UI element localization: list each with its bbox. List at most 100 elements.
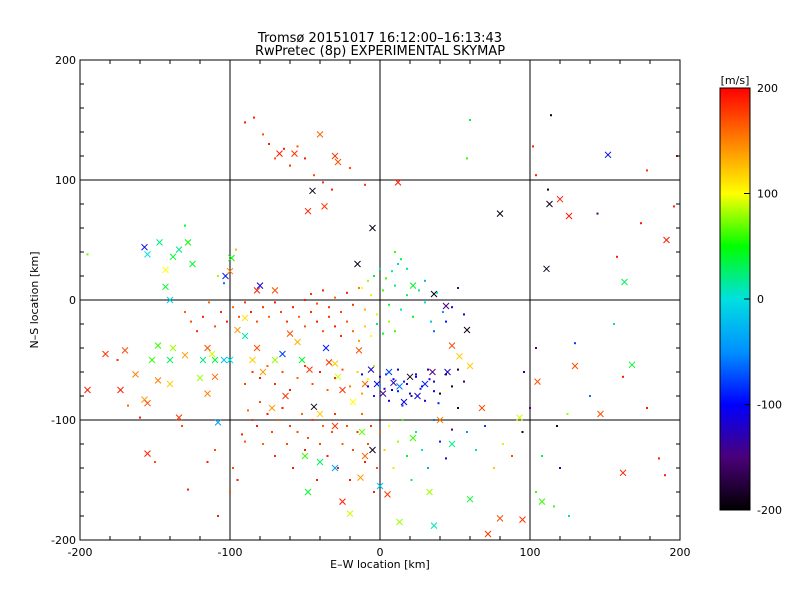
data-point-dot [428, 378, 431, 381]
data-point-x [456, 353, 463, 360]
data-point-x [271, 356, 279, 364]
data-point-dot [331, 431, 333, 433]
data-point-dot [364, 308, 366, 311]
data-point-dot [310, 311, 312, 313]
data-point-x [220, 356, 228, 364]
data-point-x [298, 356, 306, 364]
data-point-dot [388, 303, 390, 306]
data-point-dot [424, 279, 426, 282]
data-point-dot [523, 371, 525, 373]
data-point-x [259, 368, 267, 376]
data-point-dot [319, 443, 321, 445]
data-point-x [276, 150, 283, 157]
data-point-dot [262, 133, 264, 136]
data-point-dot [421, 449, 423, 451]
data-point-dot [139, 416, 141, 419]
data-point-x [361, 452, 369, 460]
data-point-x [663, 236, 670, 244]
data-point-dot [334, 377, 336, 379]
data-point-dot [493, 467, 495, 469]
data-point-x [144, 399, 151, 407]
data-point-x [199, 356, 207, 364]
data-point-dot [392, 467, 395, 469]
data-point-dot [331, 188, 333, 191]
data-point-x [621, 278, 628, 286]
data-point-dot [280, 311, 282, 313]
data-point-x [286, 330, 294, 337]
data-point-x [331, 360, 339, 367]
colorbar-tick-label: -100 [757, 399, 782, 412]
data-point-x [346, 510, 354, 517]
data-point-dot [316, 320, 318, 323]
data-point-dot [289, 389, 291, 391]
data-point-dot [262, 443, 264, 445]
data-point-dot [466, 157, 468, 160]
data-point-x [291, 150, 298, 157]
data-point-dot [361, 373, 363, 376]
data-point-dot [259, 377, 261, 379]
data-point-dot [370, 425, 372, 427]
data-point-dot [361, 287, 363, 289]
data-point-dot [367, 279, 369, 282]
data-point-x [226, 356, 234, 364]
data-point-dot [410, 395, 413, 397]
data-point-dot [296, 145, 299, 148]
data-point-dot [401, 419, 404, 421]
data-point-dot [283, 147, 285, 150]
data-point-dot [556, 425, 558, 427]
data-point-dot [319, 371, 321, 373]
data-point-x [543, 265, 550, 273]
chart-subtitle: RwPretec (8p) EXPERIMENTAL SKYMAP [255, 44, 505, 59]
data-point-dot [298, 315, 300, 318]
data-point-dot [367, 378, 369, 381]
data-point-dot [439, 392, 441, 395]
data-point-x [132, 371, 139, 378]
data-point-dot [346, 291, 348, 294]
data-point-dot [451, 385, 453, 388]
data-point-x [102, 350, 109, 358]
data-point-dot [337, 467, 339, 469]
data-point-dot [277, 419, 279, 421]
data-point-dot [394, 330, 396, 333]
data-point-dot [86, 253, 89, 256]
data-point-dot [226, 320, 228, 323]
data-point-dot [304, 365, 306, 367]
data-point-dot [196, 330, 198, 333]
data-point-dot [439, 440, 441, 443]
data-point-x [141, 243, 148, 251]
data-point-dot [370, 294, 372, 297]
x-axis-label: E–W location [km] [330, 558, 430, 571]
data-point-dot [457, 407, 459, 409]
colorbar-label: [m/s] [721, 74, 750, 87]
data-point-dot [296, 431, 299, 433]
data-point-dot [268, 315, 270, 318]
data-point-x [463, 326, 471, 334]
y-tick-label: 200 [55, 54, 76, 67]
data-point-x [322, 344, 330, 352]
x-tick-label: 200 [670, 546, 691, 559]
data-point-dot [307, 437, 309, 439]
data-point-dot [445, 320, 447, 323]
data-point-dot [502, 443, 504, 445]
data-point-dot [229, 491, 231, 493]
data-point-x [466, 362, 474, 370]
data-point-dot [409, 392, 411, 395]
data-point-dot [322, 289, 324, 292]
colorbar-tick-label: -200 [757, 504, 782, 517]
data-point-dot [379, 375, 381, 378]
data-point-x [339, 498, 346, 505]
data-point-dot [322, 425, 324, 427]
data-point-dot [451, 428, 453, 431]
data-point-x [355, 347, 363, 354]
data-point-dot [397, 440, 399, 443]
data-point-x [226, 267, 234, 275]
data-point-dot [116, 359, 119, 361]
data-point-x [358, 428, 366, 436]
data-point-dot [373, 395, 375, 397]
data-point-dot [238, 315, 240, 318]
data-point-dot [281, 407, 284, 409]
data-point-x [516, 414, 523, 421]
data-point-dot [622, 375, 624, 378]
data-point-x [334, 158, 342, 166]
